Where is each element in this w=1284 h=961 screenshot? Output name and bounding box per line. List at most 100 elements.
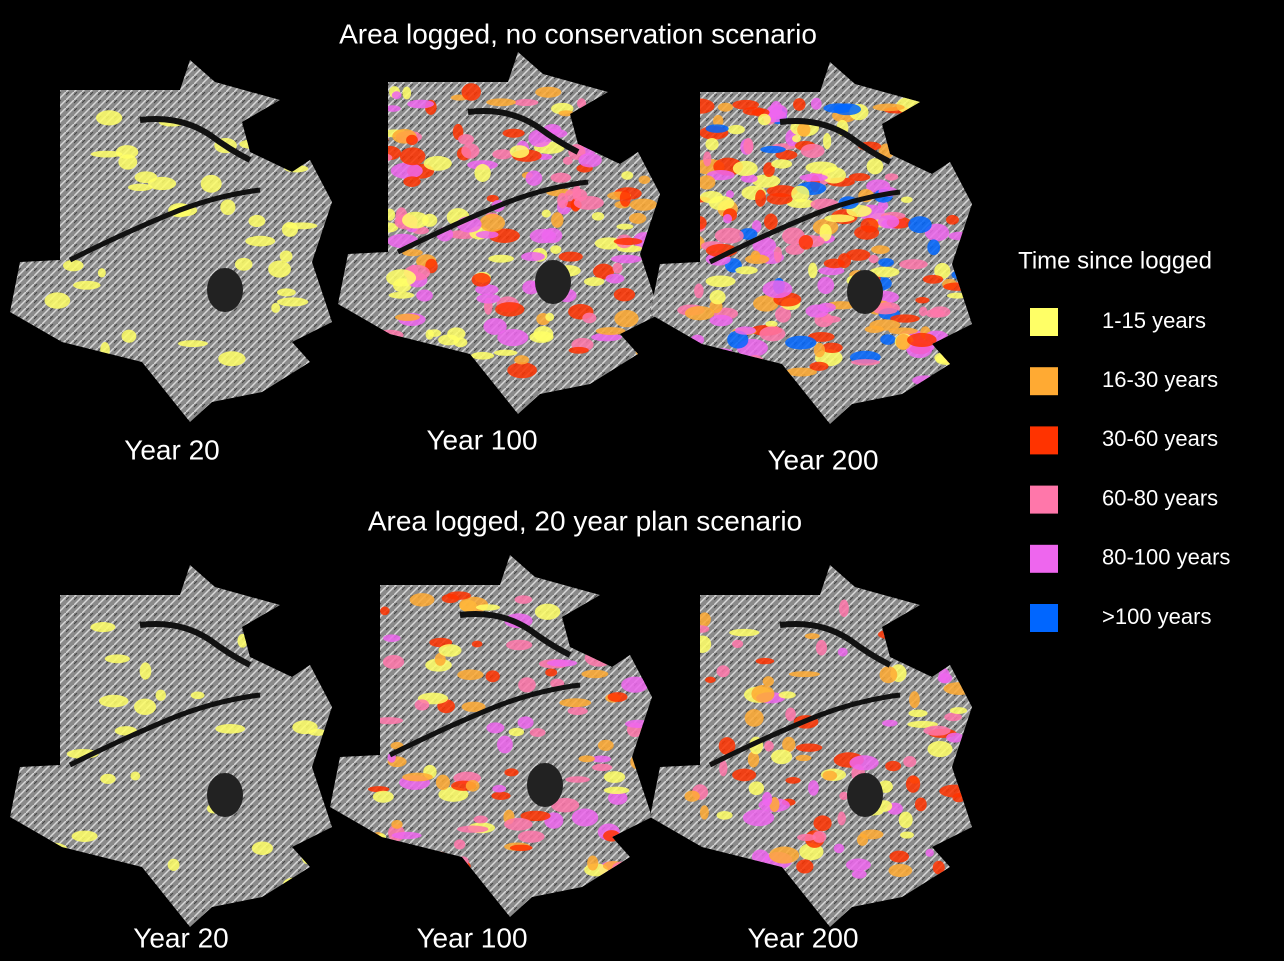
logged-patch <box>486 670 500 682</box>
logged-patch <box>915 297 929 303</box>
map-label: Year 100 <box>426 424 537 455</box>
logged-patch <box>587 856 598 871</box>
logged-patch <box>838 648 848 657</box>
logged-patch <box>424 156 452 171</box>
logged-patch <box>497 736 513 754</box>
logged-patch <box>614 310 638 327</box>
logged-patch <box>518 716 534 728</box>
logged-patch <box>821 316 841 323</box>
logged-patch <box>684 791 699 802</box>
legend-label: 60-80 years <box>1102 485 1218 510</box>
logged-patch <box>698 612 711 626</box>
logged-patch <box>743 107 765 115</box>
logged-patch <box>903 756 916 767</box>
logged-patch <box>700 191 723 203</box>
logged-patch <box>764 214 778 230</box>
legend-swatch <box>1030 367 1058 395</box>
legend-label: >100 years <box>1102 604 1211 629</box>
logged-patch <box>545 669 557 677</box>
logged-patch <box>758 114 771 126</box>
logged-patch <box>63 260 84 271</box>
logged-patch <box>791 186 809 203</box>
logged-patch <box>907 333 937 347</box>
logged-patch <box>447 327 465 340</box>
logged-patch <box>403 176 420 187</box>
logged-patch <box>458 134 474 144</box>
logged-patch <box>494 350 518 356</box>
logged-patch <box>480 214 505 232</box>
lake <box>207 773 243 817</box>
logged-patch <box>383 634 400 642</box>
logged-patch <box>474 816 488 824</box>
logged-patch <box>796 743 822 751</box>
logged-patch <box>235 258 253 271</box>
logged-patch <box>751 685 774 703</box>
logged-patch <box>745 254 769 264</box>
logged-patch <box>518 677 536 692</box>
logged-patch <box>510 145 529 158</box>
logged-patch <box>407 100 434 109</box>
logged-patch <box>629 213 646 224</box>
logged-patch <box>542 210 551 218</box>
logged-patch <box>436 775 450 790</box>
map-label: Year 20 <box>124 434 220 465</box>
logged-patch <box>733 161 758 176</box>
logged-patch <box>885 173 899 180</box>
logged-patch <box>191 691 205 699</box>
logged-patch <box>530 229 556 243</box>
logged-patch <box>882 720 898 727</box>
logged-patch <box>510 845 533 851</box>
logged-patch <box>506 640 532 651</box>
logged-patch <box>492 785 506 793</box>
logged-patch <box>732 640 743 648</box>
logged-patch <box>770 101 782 117</box>
logged-patch <box>824 214 854 222</box>
panel-title: Area logged, no conservation scenario <box>339 18 817 49</box>
logged-patch <box>915 797 927 811</box>
logged-patch <box>717 665 730 677</box>
logged-patch <box>392 832 422 839</box>
logged-patch <box>805 633 820 639</box>
logged-patch <box>389 292 415 299</box>
logged-patch <box>756 658 775 664</box>
logged-patch <box>156 690 166 701</box>
logged-patch <box>899 259 928 269</box>
logged-patch <box>461 143 479 158</box>
logged-patch <box>703 151 711 166</box>
logged-patch <box>715 228 744 244</box>
logged-patch <box>598 740 614 751</box>
legend-swatch <box>1030 426 1058 454</box>
logged-patch <box>946 215 959 225</box>
logged-patch <box>808 780 819 796</box>
logged-patch <box>706 124 729 133</box>
logged-patch <box>559 252 583 262</box>
logged-patch <box>178 340 208 347</box>
logged-patch <box>578 153 601 167</box>
logged-patch <box>732 769 756 782</box>
logged-patch <box>476 231 499 239</box>
logged-patch <box>909 691 920 708</box>
logged-patch <box>462 83 481 101</box>
logged-patch <box>280 250 293 262</box>
legend-label: 30-60 years <box>1102 426 1218 451</box>
logged-patch <box>801 144 825 158</box>
logged-patch <box>592 212 604 221</box>
logged-patch <box>901 196 913 202</box>
legend-label: 80-100 years <box>1102 545 1230 570</box>
logged-patch <box>168 859 180 871</box>
logged-patch <box>134 699 156 715</box>
logged-patch <box>755 190 766 207</box>
logged-patch <box>472 641 483 648</box>
logged-patch <box>906 775 920 792</box>
logged-patch <box>514 355 529 364</box>
lake <box>847 270 883 314</box>
logged-patch <box>706 275 736 287</box>
logged-patch <box>96 110 122 125</box>
logged-patch <box>854 226 879 240</box>
logged-patch <box>135 171 158 183</box>
logged-patch <box>717 811 733 820</box>
logged-patch <box>808 262 817 278</box>
logged-patch <box>839 600 849 618</box>
logged-patch <box>616 224 633 230</box>
logged-patch <box>268 260 291 277</box>
